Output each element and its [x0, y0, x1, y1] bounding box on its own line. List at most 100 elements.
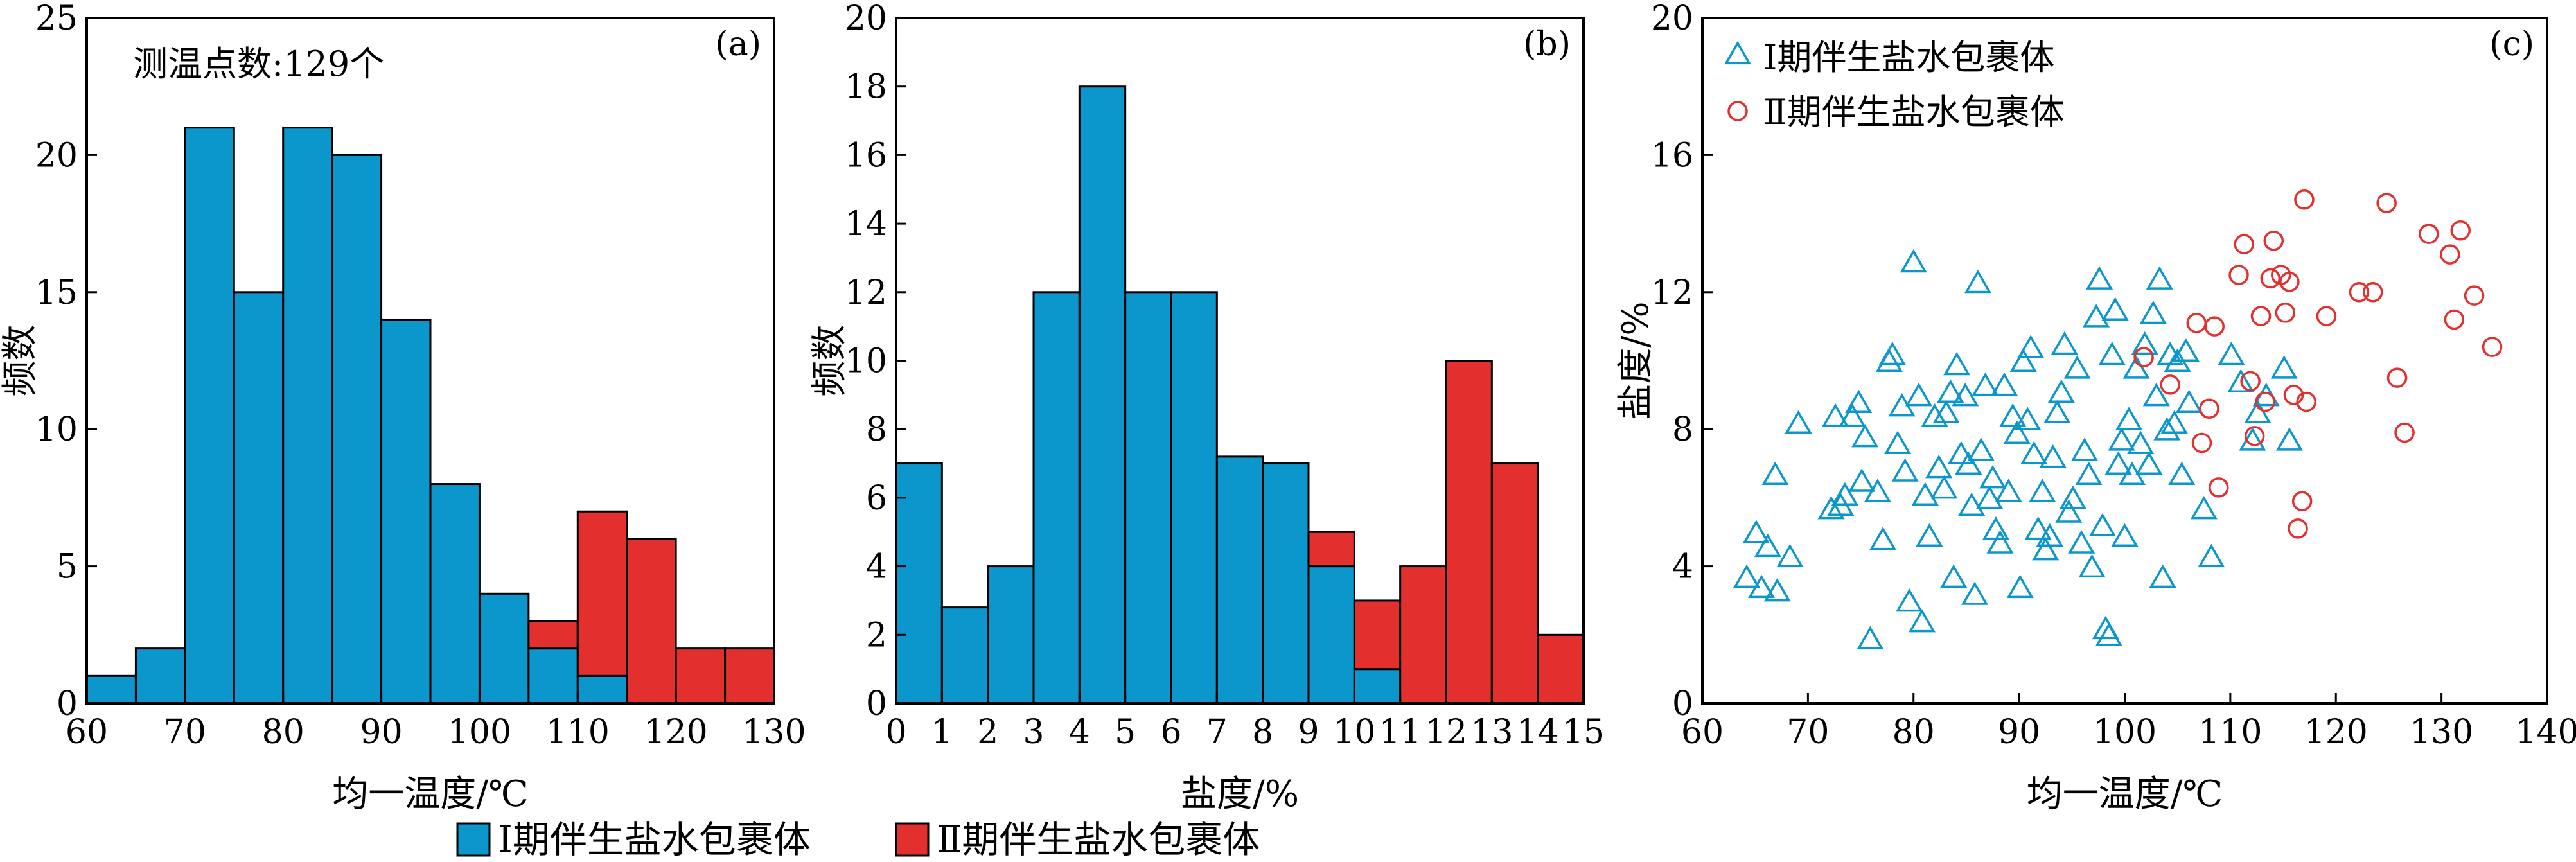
x-tick-label-c-0: 60	[1681, 713, 1724, 752]
bar-b-stage1-5	[1124, 291, 1172, 705]
point-stage1-37	[1947, 441, 1975, 465]
bar-a-stage1-9	[527, 647, 579, 705]
point-stage1-56	[2017, 335, 2045, 358]
x-tick-label-b-11: 11	[1379, 713, 1422, 752]
legend-swatch-stage1	[456, 822, 491, 857]
point-stage2-9	[2240, 371, 2261, 392]
point-stage1-98	[2172, 338, 2200, 362]
point-stage1-9	[1822, 403, 1849, 427]
point-stage2-18	[2283, 385, 2304, 405]
point-stage1-26	[1905, 382, 1932, 407]
legend-c-triangle	[1724, 40, 1752, 65]
point-stage1-46	[1979, 464, 2007, 489]
point-stage1-62	[2039, 444, 2067, 468]
point-stage2-5	[2204, 316, 2225, 337]
x-tick-label-a-7: 130	[742, 713, 806, 752]
legend-c-circle-marker	[1727, 101, 1748, 121]
x-axis-label-c: 均一温度/℃	[2027, 773, 2223, 815]
bar-a-stage1-4	[282, 127, 333, 705]
point-stage1-105	[2244, 400, 2272, 424]
point-stage1-7	[1785, 410, 1812, 434]
point-stage1-54	[2009, 348, 2037, 372]
x-tick-label-a-6: 120	[644, 713, 708, 752]
points-c	[1733, 189, 2503, 650]
bar-b-stage2-14	[1537, 633, 1585, 705]
x-tick-label-b-0: 0	[885, 713, 906, 752]
x-tick-label-c-5: 110	[2198, 713, 2262, 752]
y-tick-label-a-3: 15	[35, 274, 78, 312]
x-tick-label-a-2: 80	[262, 713, 304, 752]
bar-a-stage2-9	[527, 620, 579, 650]
bar-a-stage1-5	[331, 154, 383, 705]
point-stage2-12	[2255, 391, 2275, 412]
point-stage1-3	[1754, 533, 1781, 558]
y-tick-label-a-0: 0	[57, 685, 78, 723]
histogram-panel-a: 60 70 80 90 100 110 120 130 0 5 10 15 20 25 (a) 测温点数:…	[0, 0, 806, 815]
point-stage1-4	[1761, 461, 1789, 486]
sample-count-annotation: 测温点数:129个	[133, 44, 384, 84]
point-stage1-55	[2014, 407, 2042, 430]
point-stage1-99	[2175, 389, 2203, 413]
point-stage1-53	[2006, 574, 2034, 599]
point-stage1-8	[1817, 495, 1845, 520]
point-stage1-41	[1961, 581, 1989, 605]
point-stage1-73	[2083, 304, 2110, 328]
bar-b-stage1-2	[987, 565, 1035, 705]
point-stage1-17	[1864, 479, 1891, 502]
bar-a-stage2-13	[724, 647, 775, 705]
point-stage2-10	[2244, 426, 2265, 446]
point-stage1-42	[1964, 269, 1992, 294]
histogram-panel-b: 0 1 2 3 4 5 6 7 8 9 10 11 12 13 14 1502468101214161820 …	[809, 0, 1605, 815]
x-tick-label-b-14: 14	[1517, 713, 1559, 752]
x-tick-label-b-9: 9	[1298, 713, 1319, 752]
point-stage1-90	[2142, 382, 2170, 407]
point-stage1-40	[1958, 492, 1986, 516]
x-tick-label-b-4: 4	[1069, 713, 1090, 752]
point-stage2-11	[2250, 306, 2272, 326]
point-stage1-70	[2071, 437, 2099, 461]
y-tick-label-a-4: 20	[35, 136, 78, 175]
point-stage1-102	[2218, 341, 2245, 365]
bar-a-stage1-10	[576, 674, 628, 705]
x-tick-label-b-7: 7	[1206, 713, 1228, 752]
bar-b-stage1-1	[940, 606, 989, 705]
point-stage1-45	[1976, 485, 2004, 509]
point-stage1-27	[1908, 609, 1936, 633]
point-stage2-25	[2363, 282, 2383, 303]
x-tick-label-b-13: 13	[1470, 713, 1513, 752]
point-stage1-86	[2127, 430, 2155, 455]
point-stage1-91	[2146, 266, 2173, 290]
point-stage1-101	[2198, 543, 2225, 568]
point-stage1-68	[2063, 355, 2091, 379]
x-tick-label-c-7: 130	[2410, 713, 2473, 752]
point-stage1-16	[1857, 626, 1884, 650]
point-stage1-43	[1967, 437, 1995, 461]
legend-c-item-1: Ⅰ期伴生盐水包裹体	[1763, 37, 2054, 78]
point-stage1-48	[1986, 530, 2014, 554]
point-stage1-2	[1748, 574, 1776, 599]
point-stage1-78	[2098, 341, 2126, 365]
y-tick-label-b-6: 12	[845, 274, 887, 312]
point-stage1-39	[1955, 451, 1982, 475]
x-tick-label-c-8: 140	[2515, 713, 2576, 752]
y-tick-label-c-3: 12	[1651, 274, 1693, 312]
point-stage2-24	[2349, 282, 2370, 303]
point-stage1-29	[1916, 523, 1943, 547]
point-stage2-29	[2419, 224, 2439, 244]
point-stage1-87	[2131, 331, 2158, 355]
point-stage1-52	[2003, 420, 2031, 444]
bar-b-stage2-11	[1399, 565, 1447, 705]
point-stage1-15	[1851, 423, 1879, 448]
point-stage2-22	[2296, 391, 2316, 412]
y-tick-label-b-9: 18	[845, 68, 887, 107]
y-tick-label-b-0: 0	[866, 685, 887, 723]
y-tick-label-b-1: 2	[866, 616, 887, 655]
bars-b	[895, 85, 1585, 705]
bar-b-stage1-6	[1170, 291, 1218, 705]
point-stage1-108	[2275, 427, 2303, 451]
point-stage1-24	[1896, 588, 1923, 612]
point-stage1-88	[2135, 451, 2163, 475]
x-tick-label-a-0: 60	[66, 713, 108, 752]
y-tick-label-b-3: 6	[866, 479, 887, 518]
